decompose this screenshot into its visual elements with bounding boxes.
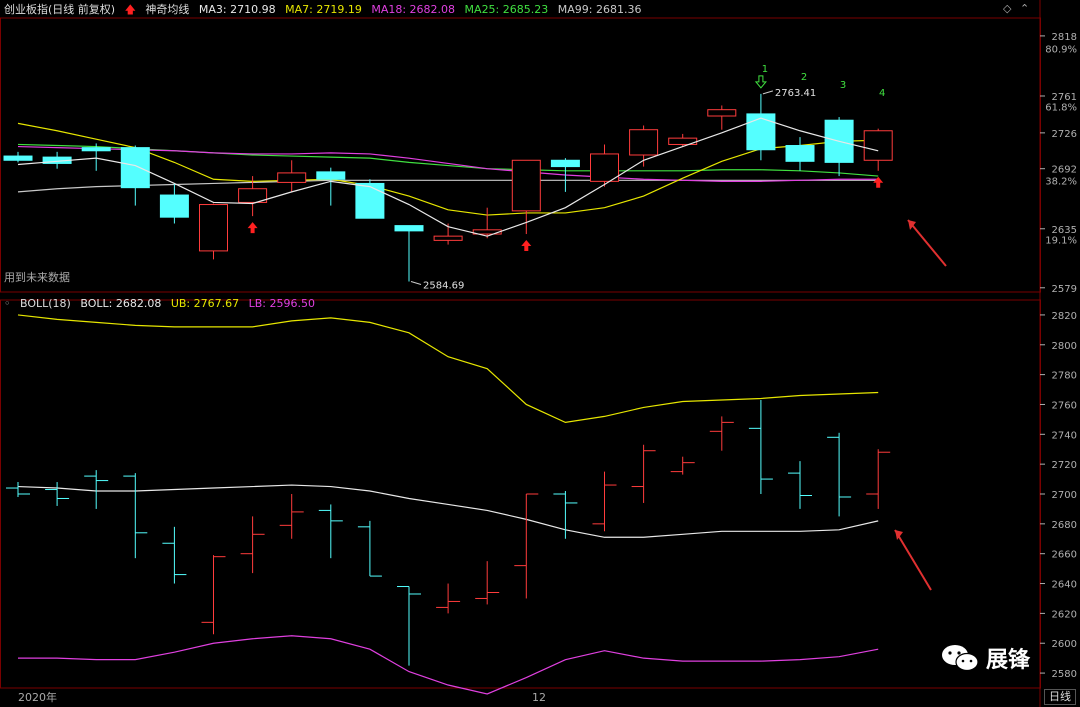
buy-arrow-icon — [521, 240, 532, 252]
buy-arrow-icon — [247, 222, 258, 234]
candle-down — [81, 147, 111, 152]
candle-up — [629, 129, 659, 156]
watermark-text: 展锋 — [986, 648, 1031, 673]
boll-mid-band — [17, 484, 879, 538]
ma18-label: MA18: 2682.08 — [371, 3, 456, 16]
boll-tick-label: 2720 — [1052, 460, 1077, 471]
wechat-icon — [942, 645, 979, 672]
fib-tick-label: 80.9% — [1045, 45, 1077, 56]
candle-up — [863, 130, 893, 161]
main-chart-header: 创业板指(日线 前复权) 🡅 神奇均线 MA3: 2710.98 MA7: 27… — [4, 2, 647, 18]
candle-down — [550, 159, 580, 168]
boll-upper-band — [17, 314, 879, 423]
fib-tick-label: 61.8% — [1045, 103, 1077, 114]
boll-name[interactable]: BOLL(18) — [20, 297, 71, 310]
candle-up — [472, 229, 502, 235]
candle-up — [590, 153, 619, 182]
ma3-line — [17, 117, 879, 237]
price-tick-label: 2761 — [1052, 92, 1077, 103]
indicator-name[interactable]: 神奇均线 — [145, 3, 190, 16]
candle-down — [159, 194, 189, 218]
boll-tick-label: 2700 — [1052, 490, 1077, 501]
candle-down — [355, 182, 385, 219]
candle-up — [238, 188, 268, 203]
ma3-label: MA3: 2710.98 — [198, 3, 276, 16]
sell-arrow-icon — [754, 75, 767, 89]
candle-up — [433, 235, 463, 241]
candle-down — [3, 155, 33, 161]
annotation-leader — [410, 280, 422, 285]
extreme-price-label: 2584.69 — [423, 280, 464, 291]
wave-count-label: 2 — [801, 72, 807, 83]
wave-count-label: 3 — [840, 80, 846, 91]
fib-tick-label: 19.1% — [1045, 235, 1077, 246]
callout-arrow-boll-head — [895, 530, 903, 540]
ma99-line — [17, 179, 879, 193]
callout-arrow-boll — [894, 529, 932, 591]
candle-up — [511, 159, 541, 212]
fib-tick-label: 38.2% — [1045, 176, 1077, 187]
diamond-icon[interactable]: ◇ — [1003, 2, 1012, 15]
lb-value: LB: 2596.50 — [248, 297, 315, 310]
boll-tick-label: 2800 — [1052, 341, 1077, 352]
extreme-price-label: 2763.41 — [775, 88, 816, 99]
price-tick-label: 2726 — [1052, 129, 1077, 140]
ma18-line — [17, 145, 879, 182]
candle-down — [785, 145, 815, 162]
boll-panel-frame — [0, 299, 1041, 689]
boll-tick-label: 2600 — [1052, 639, 1077, 650]
watermark: 展锋 — [940, 642, 1030, 674]
ma99-label: MA99: 2681.36 — [557, 3, 642, 16]
boll-tick-label: 2820 — [1052, 311, 1077, 322]
candle-up — [199, 204, 228, 252]
ub-value: UB: 2767.67 — [170, 297, 240, 310]
ma7-line — [17, 122, 879, 216]
wave-count-label: 1 — [762, 64, 768, 75]
candle-up — [707, 109, 737, 117]
wave-count-label: 4 — [879, 88, 885, 99]
period-tab[interactable]: 日线 — [1044, 689, 1076, 705]
red-up-arrow-icon: 🡅 — [124, 3, 136, 16]
ma7-label: MA7: 2719.19 — [285, 3, 362, 16]
boll-tick-label: 2680 — [1052, 520, 1077, 531]
price-tick-label: 2818 — [1052, 32, 1077, 43]
candle-down — [316, 171, 346, 180]
boll-tick-label: 2760 — [1052, 400, 1077, 411]
candle-down — [746, 113, 776, 151]
boll-tick-label: 2660 — [1052, 550, 1077, 561]
candle-down — [394, 225, 424, 232]
boll-lower-band — [18, 635, 879, 695]
callout-arrow-main — [907, 219, 947, 267]
chart-title: 创业板指(日线 前复权) — [4, 3, 116, 16]
boll-tick-label: 2580 — [1052, 669, 1077, 680]
price-tick-label: 2692 — [1052, 165, 1077, 176]
candle-up — [277, 172, 307, 183]
boll-tick-label: 2740 — [1052, 430, 1077, 441]
boll-tick-label: 2780 — [1052, 371, 1077, 382]
ma25-label: MA25: 2685.23 — [464, 3, 549, 16]
boll-value: BOLL: 2682.08 — [80, 297, 162, 310]
buy-arrow-icon — [873, 176, 884, 188]
price-tick-label: 2579 — [1052, 284, 1077, 295]
boll-tick-label: 2620 — [1052, 609, 1077, 620]
axis-year-label: 2020年 — [18, 691, 57, 704]
boll-tick-label: 2640 — [1052, 580, 1077, 591]
collapse-icon[interactable]: ⌃ — [1020, 2, 1030, 15]
callout-arrow-main-head — [908, 220, 916, 230]
annotation-leader — [762, 90, 774, 95]
axis-month-label: 12 — [532, 691, 546, 704]
candle-down — [120, 147, 150, 189]
future-data-note: 用到未来数据 — [4, 271, 70, 284]
boll-header: ◦ BOLL(18) BOLL: 2682.08 UB: 2767.67 LB:… — [4, 296, 321, 312]
settings-icon[interactable]: ◦ — [4, 297, 11, 310]
price-tick-label: 2635 — [1052, 225, 1077, 236]
